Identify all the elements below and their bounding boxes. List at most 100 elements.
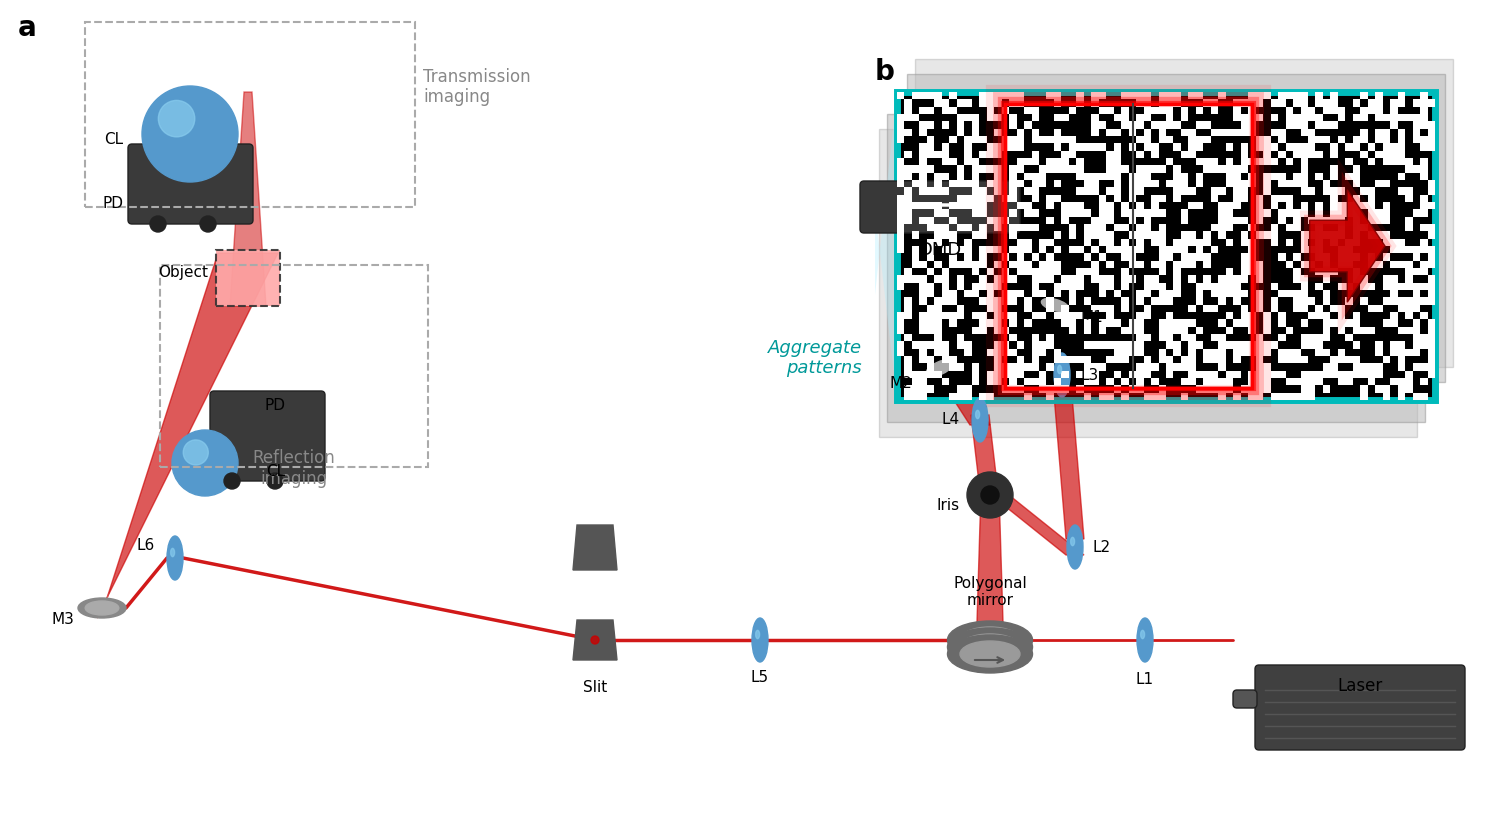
Bar: [1203, 371, 1211, 378]
Bar: [1353, 180, 1360, 187]
Bar: [1076, 210, 1084, 216]
Bar: [1121, 239, 1129, 246]
Bar: [1061, 216, 1069, 224]
Bar: [1331, 363, 1338, 371]
Bar: [1293, 268, 1301, 276]
Bar: [1211, 195, 1218, 202]
Bar: [994, 276, 1002, 283]
Bar: [972, 326, 979, 334]
Bar: [904, 371, 912, 378]
Bar: [1368, 195, 1375, 202]
Bar: [1226, 158, 1233, 165]
Bar: [934, 261, 942, 268]
Bar: [1278, 92, 1286, 99]
Bar: [1413, 305, 1420, 312]
Bar: [1166, 253, 1174, 261]
Bar: [1308, 297, 1316, 305]
FancyBboxPatch shape: [1233, 690, 1257, 708]
Bar: [1233, 342, 1241, 349]
Bar: [1017, 158, 1024, 165]
Bar: [1248, 378, 1256, 385]
Bar: [1211, 356, 1218, 363]
Bar: [1129, 319, 1136, 326]
Bar: [987, 290, 994, 297]
Bar: [1061, 371, 1069, 378]
Bar: [1271, 114, 1278, 121]
Bar: [964, 239, 972, 246]
Bar: [1084, 268, 1091, 276]
Bar: [1226, 312, 1233, 319]
Bar: [1099, 326, 1106, 334]
Bar: [1099, 363, 1106, 371]
Bar: [979, 136, 987, 144]
Bar: [957, 312, 964, 319]
Bar: [1323, 253, 1331, 261]
Bar: [1129, 180, 1136, 187]
Bar: [1099, 144, 1106, 150]
Bar: [1271, 99, 1278, 107]
Bar: [1069, 283, 1076, 290]
Bar: [1002, 371, 1009, 378]
Bar: [1076, 99, 1084, 107]
Bar: [1069, 144, 1076, 150]
Bar: [1024, 378, 1032, 385]
Bar: [1032, 290, 1039, 297]
Bar: [1390, 150, 1398, 158]
Bar: [1144, 216, 1151, 224]
Ellipse shape: [960, 634, 1020, 660]
Bar: [1046, 363, 1054, 371]
Bar: [1226, 144, 1233, 150]
Bar: [1353, 268, 1360, 276]
Bar: [1226, 165, 1233, 173]
Bar: [1331, 231, 1338, 239]
Bar: [1428, 144, 1435, 150]
Bar: [1166, 334, 1174, 342]
Bar: [987, 92, 994, 99]
Bar: [1002, 349, 1009, 356]
Bar: [949, 158, 957, 165]
Bar: [1428, 326, 1435, 334]
Bar: [1233, 165, 1241, 173]
Bar: [1099, 239, 1106, 246]
Bar: [1271, 392, 1278, 400]
Bar: [1323, 334, 1331, 342]
Bar: [1248, 129, 1256, 136]
Bar: [1346, 210, 1353, 216]
Bar: [1121, 378, 1129, 385]
Bar: [1069, 150, 1076, 158]
Bar: [1375, 342, 1383, 349]
Bar: [897, 224, 904, 231]
Bar: [1420, 173, 1428, 180]
Bar: [1413, 129, 1420, 136]
Bar: [1353, 210, 1360, 216]
Bar: [1413, 114, 1420, 121]
Text: PD: PD: [102, 196, 123, 211]
Bar: [964, 290, 972, 297]
Bar: [1076, 385, 1084, 392]
Bar: [1174, 246, 1181, 253]
Bar: [934, 231, 942, 239]
Circle shape: [158, 100, 194, 137]
Bar: [1271, 297, 1278, 305]
Bar: [1069, 356, 1076, 363]
Bar: [1091, 305, 1099, 312]
Bar: [949, 136, 957, 144]
Ellipse shape: [1138, 618, 1153, 662]
Polygon shape: [1310, 190, 1384, 302]
Bar: [1428, 202, 1435, 210]
Bar: [1390, 276, 1398, 283]
Bar: [919, 371, 927, 378]
Bar: [1390, 378, 1398, 385]
Bar: [1338, 246, 1346, 253]
Bar: [1046, 195, 1054, 202]
Bar: [1390, 246, 1398, 253]
Bar: [1218, 187, 1226, 195]
Bar: [1241, 114, 1248, 121]
Bar: [1181, 239, 1189, 246]
Bar: [1420, 202, 1428, 210]
Bar: [1405, 158, 1413, 165]
Bar: [1271, 371, 1278, 378]
Bar: [1233, 392, 1241, 400]
Bar: [979, 261, 987, 268]
Bar: [1002, 290, 1009, 297]
